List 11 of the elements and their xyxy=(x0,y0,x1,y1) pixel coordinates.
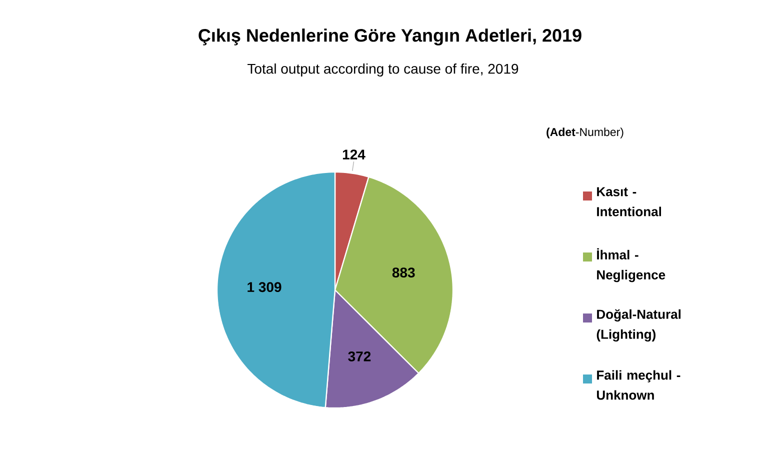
data-label: 372 xyxy=(348,351,371,362)
legend-label: Kasıt - Intentional xyxy=(597,187,662,216)
chart-subtitle: Total output according to cause of fire, 2019 xyxy=(248,63,518,77)
data-label: 124 xyxy=(342,150,366,160)
text: (Adet-Number) xyxy=(546,128,624,138)
legend-label: Doğal-Natural (Lighting) xyxy=(596,309,681,342)
data-label: 1 309 xyxy=(248,282,282,292)
legend-label: Faili meçhul - Unknown xyxy=(596,370,680,400)
data-label: 883 xyxy=(392,268,415,278)
legend-label: İhmal - Negligence xyxy=(597,248,666,282)
chart-title: Çıkış Nedenlerine Göre Yangın Adetleri, 2019 xyxy=(198,28,582,46)
